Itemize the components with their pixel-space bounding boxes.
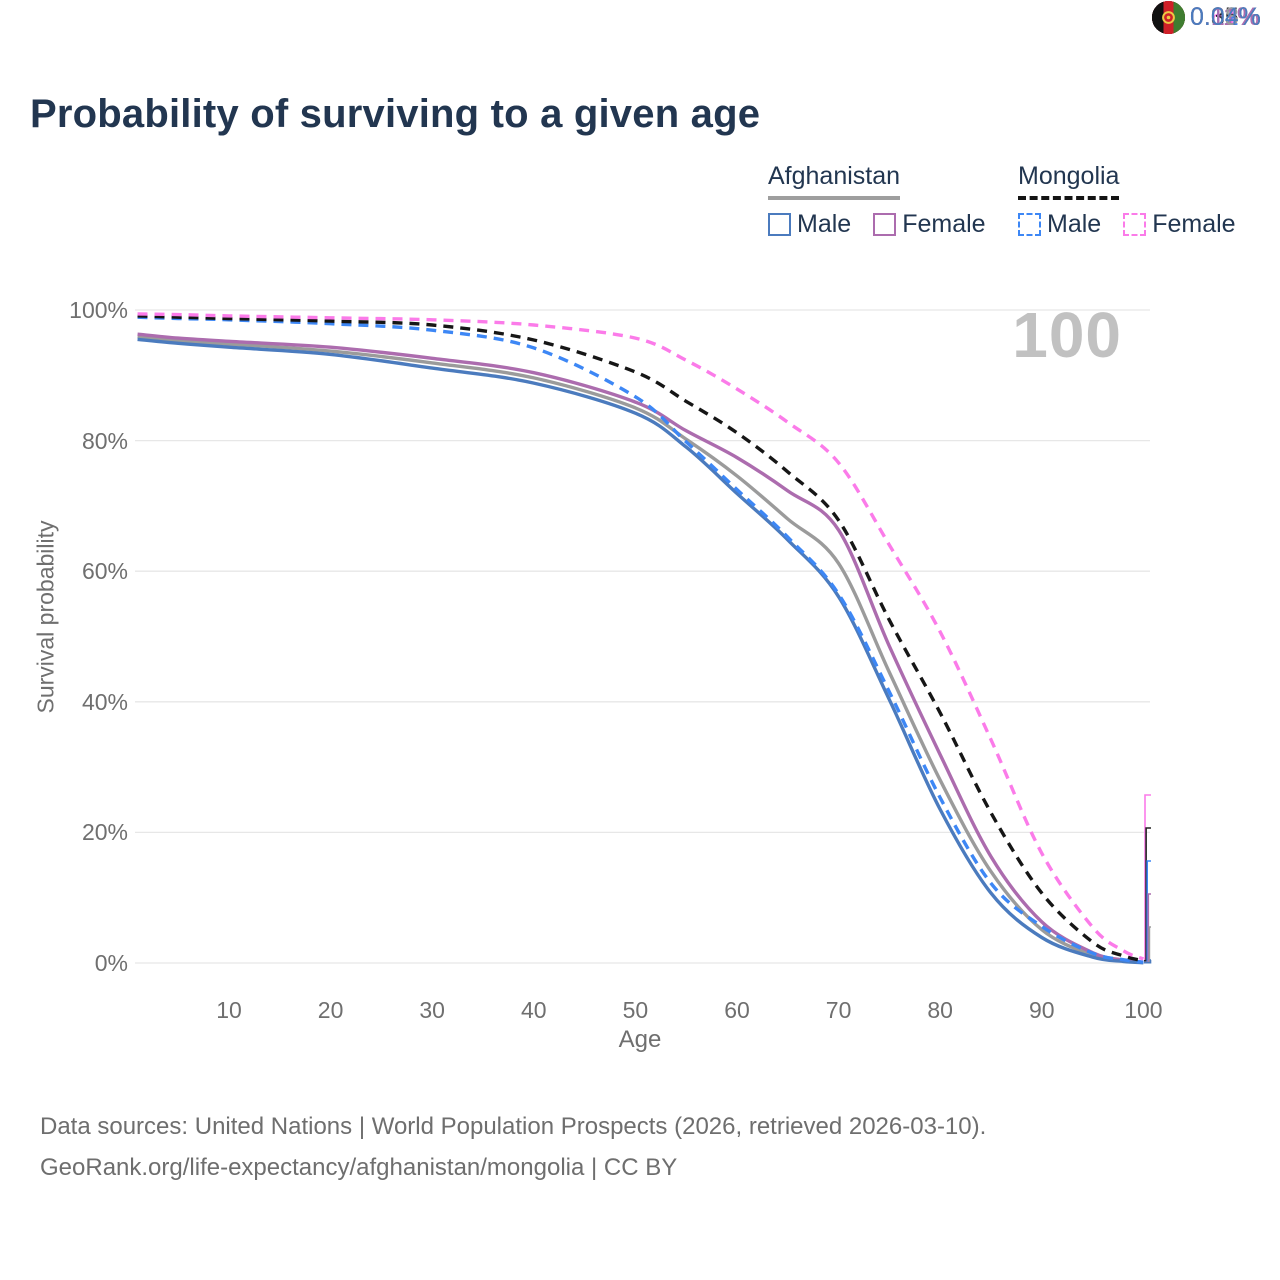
y-tick-label: 40% [81, 688, 128, 715]
x-tick-label: 100 [1124, 997, 1163, 1023]
age-watermark: 100 [1012, 299, 1122, 371]
legend-item-mongolia-male[interactable]: Male [1018, 210, 1101, 239]
series-line-afghanistan-male [137, 337, 1144, 965]
afghanistan-female-swatch-icon [873, 213, 897, 236]
x-axis-title: Age [618, 1026, 662, 1053]
y-tick-label: 20% [81, 819, 128, 846]
end-value: 0.35% [1190, 2, 1261, 31]
x-tick-label: 60 [724, 997, 750, 1023]
x-tick-label: 90 [1029, 997, 1055, 1023]
legend-item-afghanistan-male[interactable]: Male [768, 210, 851, 239]
leader-line-afghanistan-male [1144, 959, 1152, 964]
x-tick-label: 70 [825, 997, 852, 1023]
series-line-afghanistan-both [137, 335, 1144, 965]
series-line-mongolia-male [137, 315, 1144, 964]
leader-line-mongolia-both [1144, 827, 1151, 962]
afghanistan-male-swatch-icon [768, 213, 791, 236]
end-value: 0.61% [1190, 2, 1261, 31]
mongolia-male-swatch-icon [1018, 213, 1041, 236]
series-line-mongolia-female [137, 312, 1145, 961]
x-tick-label: 20 [317, 997, 344, 1023]
legend-group-mongolia: Mongolia Male Female [1018, 162, 1258, 239]
x-tick-label: 30 [419, 997, 445, 1023]
leader-line-mongolia-female [1144, 794, 1151, 960]
x-tick-label: 80 [927, 997, 953, 1023]
end-value: 0.04% [1190, 2, 1261, 31]
legend-item-afghanistan-female[interactable]: Female [873, 210, 986, 239]
y-tick-label: 0% [94, 950, 128, 976]
y-tick-label: 80% [81, 427, 128, 454]
y-axis-title: Survival probability [32, 520, 59, 714]
afghanistan-flag-icon [1152, 0, 1185, 34]
legend-label-afghanistan-male: Male [797, 210, 852, 238]
x-tick-label: 10 [216, 997, 242, 1023]
legend-label-afghanistan-female: Female [902, 210, 986, 238]
legend: Afghanistan Male Female Mongolia Male Fe… [0, 162, 1280, 247]
legend-country-afghanistan: Afghanistan [768, 162, 901, 200]
legend-label-mongolia-male: Male [1047, 210, 1102, 238]
x-tick-label: 40 [521, 997, 547, 1023]
y-tick-label: 60% [81, 558, 128, 585]
end-value: 0.08% [1190, 2, 1261, 31]
legend-item-mongolia-female[interactable]: Female [1123, 210, 1236, 239]
legend-group-afghanistan: Afghanistan Male Female [768, 162, 1008, 239]
page-title: Probability of surviving to a given age [30, 92, 761, 136]
end-value: 0.11% [1190, 2, 1260, 31]
data-sources-line: Data sources: United Nations | World Pop… [40, 1113, 987, 1140]
y-tick-label: 100% [69, 297, 128, 323]
end-value: 0.12% [1190, 2, 1261, 31]
end-label-afghanistan-male: 0.04% [1152, 0, 1261, 34]
footer: Data sources: United Nations | World Pop… [40, 1106, 986, 1188]
x-tick-label: 50 [622, 997, 649, 1023]
series-line-afghanistan-female [137, 332, 1144, 964]
legend-label-mongolia-female: Female [1152, 210, 1236, 238]
attribution-line: GeoRank.org/life-expectancy/afghanistan/… [40, 1154, 678, 1181]
legend-country-mongolia: Mongolia [1018, 162, 1120, 200]
series-line-mongolia-both [137, 314, 1144, 963]
mongolia-female-swatch-icon [1123, 213, 1147, 236]
